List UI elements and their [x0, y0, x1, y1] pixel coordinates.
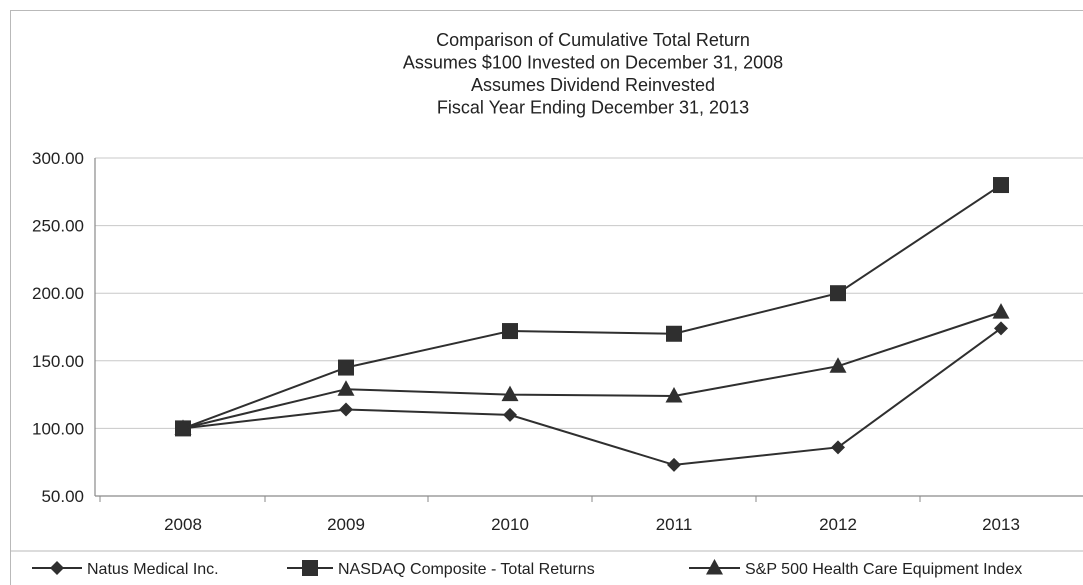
chart-title-line-4: Fiscal Year Ending December 31, 2013: [437, 98, 749, 118]
x-tick-label: 2012: [819, 515, 857, 534]
series-line: [183, 185, 1001, 428]
legend-marker-triangle: [706, 559, 723, 575]
chart-title-line-3: Assumes Dividend Reinvested: [471, 75, 715, 95]
legend-label: S&P 500 Health Care Equipment Index: [745, 561, 1022, 578]
x-tick-label: 2013: [982, 515, 1020, 534]
x-tick-label: 2009: [327, 515, 365, 534]
x-tick-label: 2010: [491, 515, 529, 534]
legend-marker-square: [302, 560, 318, 576]
legend-label: NASDAQ Composite - Total Returns: [338, 561, 595, 578]
x-tick-label: 2008: [164, 515, 202, 534]
data-point-diamond: [667, 458, 681, 472]
data-point-triangle: [502, 386, 519, 402]
y-tick-label: 200.00: [32, 284, 84, 303]
series-line: [183, 312, 1001, 428]
y-tick-label: 250.00: [32, 217, 84, 236]
data-point-square: [338, 360, 354, 376]
series-line: [183, 328, 1001, 465]
chart-title: Comparison of Cumulative Total Return Ass…: [403, 30, 783, 118]
legend-item: NASDAQ Composite - Total Returns: [287, 560, 595, 578]
series-diamond: [176, 321, 1008, 472]
data-point-square: [666, 326, 682, 342]
legend-marker-diamond: [50, 561, 64, 575]
data-point-diamond: [503, 408, 517, 422]
data-point-triangle: [993, 303, 1010, 319]
gridlines: [95, 158, 1083, 428]
data-point-diamond: [994, 321, 1008, 335]
y-tick-label: 50.00: [41, 487, 84, 506]
data-point-square: [830, 285, 846, 301]
data-point-diamond: [339, 402, 353, 416]
legend-item: Natus Medical Inc.: [32, 561, 219, 578]
y-tick-label: 100.00: [32, 419, 84, 438]
y-tick-label: 300.00: [32, 149, 84, 168]
legend-item: S&P 500 Health Care Equipment Index: [689, 559, 1022, 578]
series-lines: [175, 177, 1010, 472]
chart-title-line-1: Comparison of Cumulative Total Return: [436, 30, 750, 50]
y-tick-label: 150.00: [32, 352, 84, 371]
axes: [95, 158, 1083, 502]
data-point-diamond: [831, 440, 845, 454]
x-tick-label: 2011: [656, 515, 693, 534]
data-point-triangle: [338, 380, 355, 396]
data-point-square: [993, 177, 1009, 193]
legend: Natus Medical Inc. NASDAQ Composite - Tot…: [10, 551, 1083, 578]
y-axis-tick-labels: 300.00 250.00 200.00 150.00 100.00 50.00: [32, 149, 84, 506]
x-axis-tick-labels: 2008 2009 2010 2011 2012 2013: [164, 515, 1020, 534]
data-point-square: [502, 323, 518, 339]
legend-label: Natus Medical Inc.: [87, 561, 219, 578]
chart-title-line-2: Assumes $100 Invested on December 31, 20…: [403, 53, 783, 73]
series-square: [175, 177, 1009, 436]
